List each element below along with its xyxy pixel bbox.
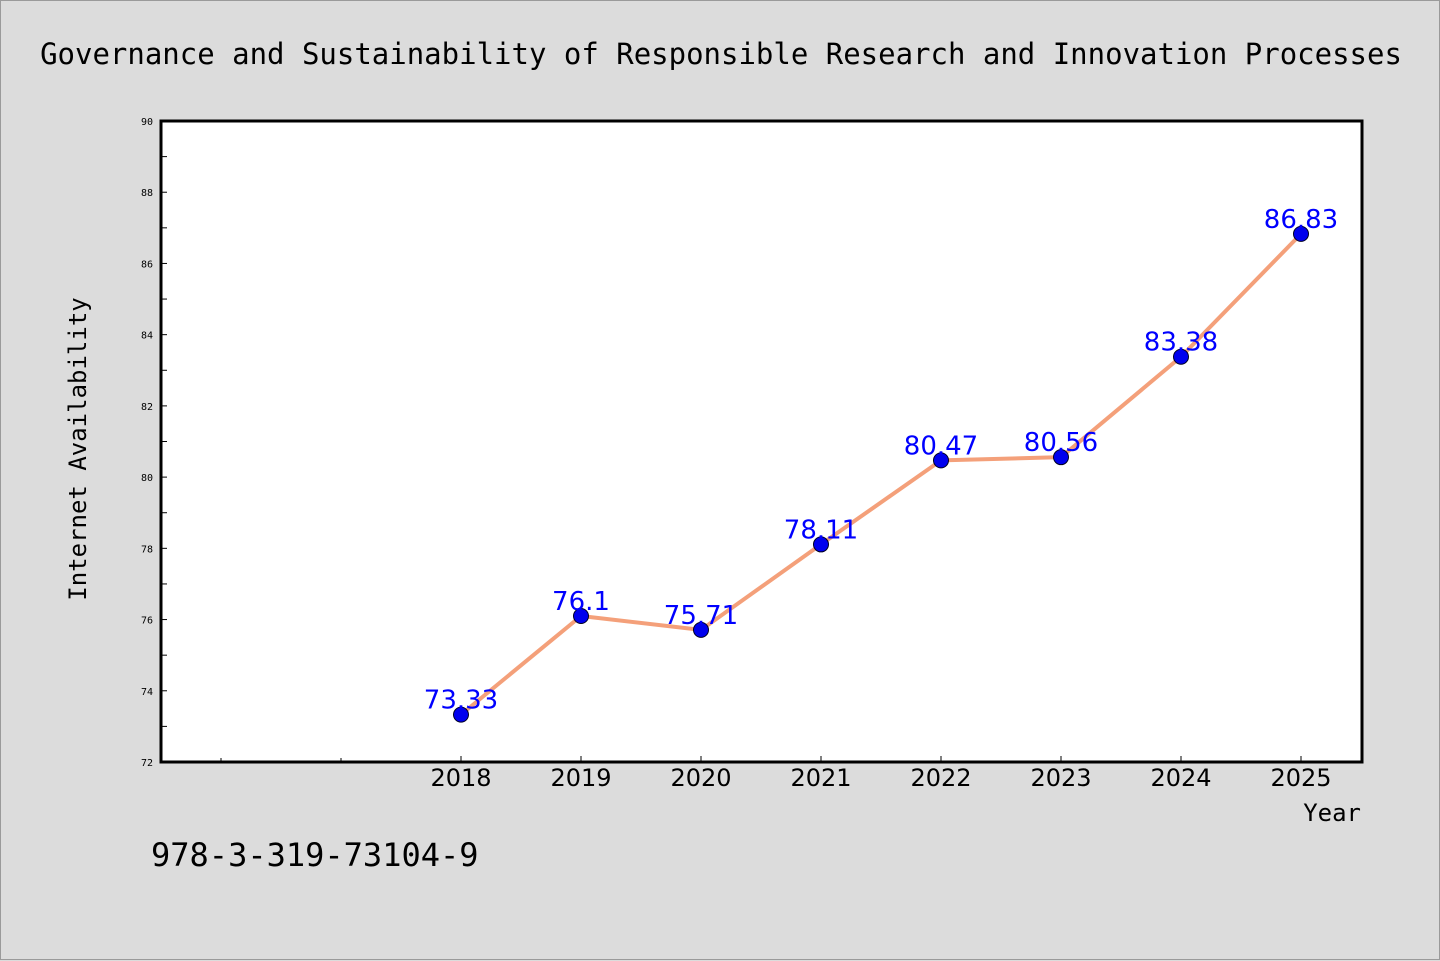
data-point-marker [1053,449,1069,466]
data-value-label: 80.47 [904,431,978,461]
chart-title: Governance and Sustainability of Respons… [40,37,1402,71]
data-point-marker [1293,225,1309,242]
data-point-marker [813,536,829,553]
data-point-marker [1173,348,1189,365]
data-value-label: 83.38 [1144,328,1218,358]
x-axis-title: Year [1303,799,1361,827]
data-value-label: 86.83 [1264,205,1338,235]
y-tick-label: 82 [141,402,153,413]
y-tick-label: 74 [141,687,153,698]
series-line [459,232,1303,717]
data-value-label: 80.56 [1024,428,1098,458]
x-tick-label: 2020 [670,764,731,792]
data-value-label: 76.1 [552,587,610,617]
x-tick-label: 2023 [1030,764,1091,792]
data-point-marker [573,607,589,624]
data-value-label: 75.71 [664,601,738,631]
x-axis-ticks: 2018 2019 2020 2021 2022 2023 2024 2025 [220,756,1332,792]
x-tick-label: 2018 [430,764,491,792]
y-axis-title: Internet Availability [64,297,92,600]
isbn-text: 978-3-319-73104-9 [151,836,479,874]
x-tick-label: 2019 [550,764,611,792]
y-tick-label: 90 [141,117,153,128]
y-tick-label: 84 [141,331,153,342]
y-tick-label: 80 [141,473,153,484]
y-tick-label: 76 [141,616,153,627]
y-tick-label: 78 [141,544,153,555]
y-tick-label: 86 [141,259,153,270]
y-tick-label: 72 [141,758,153,769]
data-labels: 73.33 76.1 75.71 78.11 80.47 80.56 83.38 86.83 [424,205,1338,716]
x-tick-label: 2021 [790,764,851,792]
data-point-marker [453,706,469,723]
data-point-marker [693,621,709,638]
y-tick-label: 88 [141,188,153,199]
x-tick-label: 2022 [910,764,971,792]
y-axis-ticks: 72 74 76 78 80 82 84 86 88 90 [141,117,167,769]
series-markers [453,225,1309,723]
x-tick-label: 2025 [1270,764,1331,792]
data-value-label: 73.33 [424,686,498,716]
plot-area [159,119,1364,764]
data-value-label: 78.11 [784,515,858,545]
x-tick-label: 2024 [1150,764,1211,792]
data-point-marker [933,452,949,469]
